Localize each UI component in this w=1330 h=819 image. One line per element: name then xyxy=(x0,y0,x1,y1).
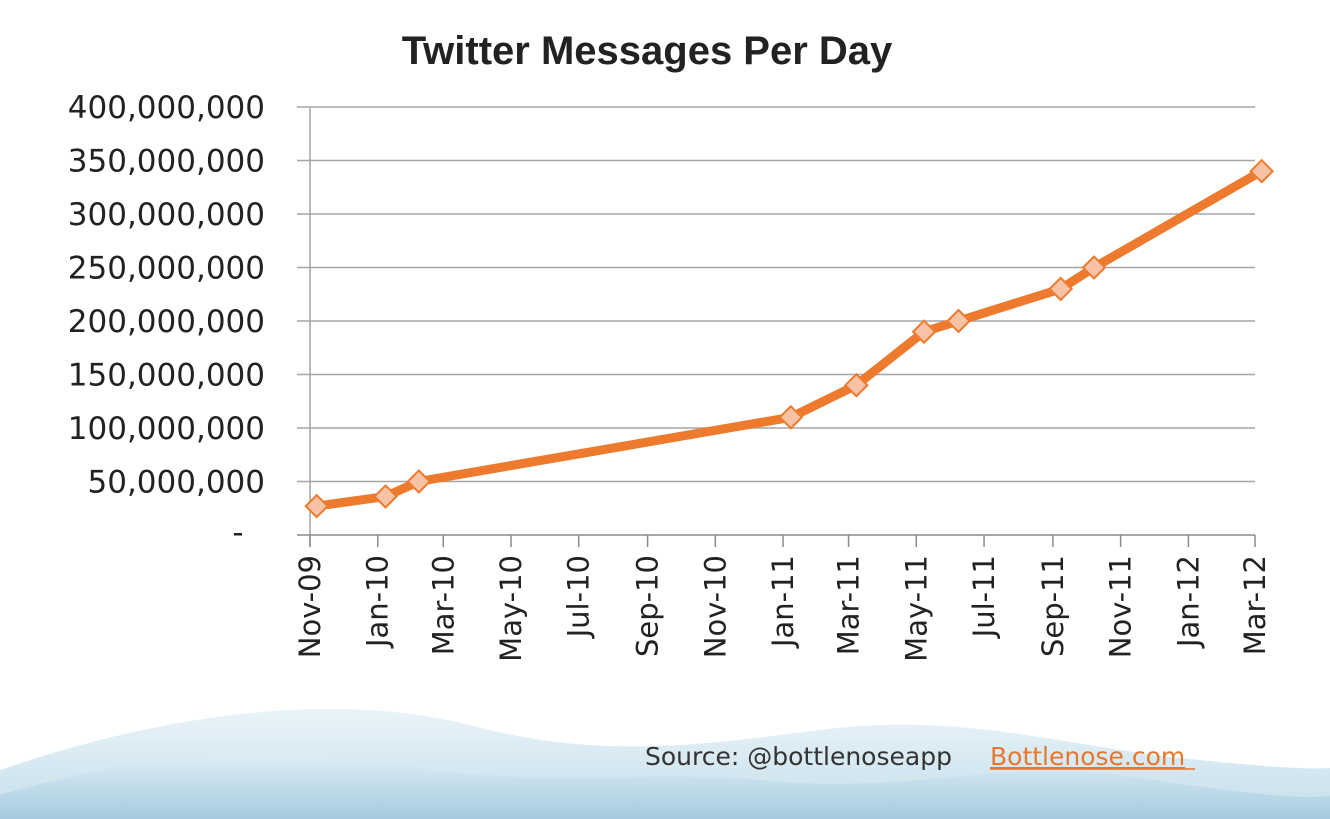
bottlenose-link[interactable]: Bottlenose.com xyxy=(990,742,1185,771)
x-tick-label: Nov-09 xyxy=(293,555,327,658)
x-tick-label: Jul-11 xyxy=(967,555,1001,639)
y-tick-label: 250,000,000 xyxy=(68,251,265,287)
data-point-marker xyxy=(946,308,971,334)
x-tick-label: Mar-12 xyxy=(1238,555,1272,655)
background-waves xyxy=(0,708,1330,819)
series-markers xyxy=(304,158,1275,519)
source-text: Source: @bottlenoseapp xyxy=(645,742,952,771)
data-point-marker xyxy=(843,372,869,398)
y-tick-label: 400,000,000 xyxy=(68,90,265,126)
x-tick-label: May-10 xyxy=(494,555,528,662)
x-axis-tick-labels: Nov-09 Jan-10 Mar-10 May-10 Jul-10 Sep-10 Nov-… xyxy=(293,555,1272,662)
data-point-marker xyxy=(373,484,398,509)
gridlines xyxy=(297,106,1255,483)
x-tick-label: Sep-10 xyxy=(631,555,665,657)
chart-title: Twitter Messages Per Day xyxy=(402,29,893,73)
y-tick-label: 200,000,000 xyxy=(68,304,265,340)
y-tick-label: 50,000,000 xyxy=(88,465,266,501)
x-tick-label: Jan-11 xyxy=(766,555,800,649)
x-tick-label: Mar-10 xyxy=(426,555,460,655)
data-point-marker xyxy=(1081,255,1107,280)
y-tick-label: 350,000,000 xyxy=(68,144,265,180)
x-tick-label: Nov-10 xyxy=(698,555,732,658)
axes xyxy=(297,107,1256,547)
data-point-marker xyxy=(1249,158,1275,184)
x-tick-label: Jul-10 xyxy=(562,555,596,639)
data-point-marker xyxy=(911,319,937,345)
y-tick-label: 300,000,000 xyxy=(68,197,265,233)
x-tick-label: Sep-11 xyxy=(1036,555,1070,657)
y-tick-label: - xyxy=(232,515,243,551)
data-point-marker xyxy=(304,493,330,519)
y-tick-label: 150,000,000 xyxy=(68,358,265,394)
y-tick-label: 100,000,000 xyxy=(68,411,265,447)
data-point-marker xyxy=(406,469,432,494)
series-line xyxy=(312,166,1267,511)
data-point-marker xyxy=(778,404,804,430)
x-tick-label: Jan-10 xyxy=(361,555,395,649)
x-tick-label: Nov-11 xyxy=(1104,555,1138,658)
x-tick-label: May-11 xyxy=(899,555,933,662)
series-polyline xyxy=(312,166,1267,511)
data-point-marker xyxy=(1048,276,1074,302)
y-axis-tick-labels: - 50,000,000 100,000,000 150,000,000 200,000… xyxy=(68,90,265,551)
x-tick-label: Mar-11 xyxy=(832,555,866,655)
x-tick-label: Jan-12 xyxy=(1171,555,1205,649)
